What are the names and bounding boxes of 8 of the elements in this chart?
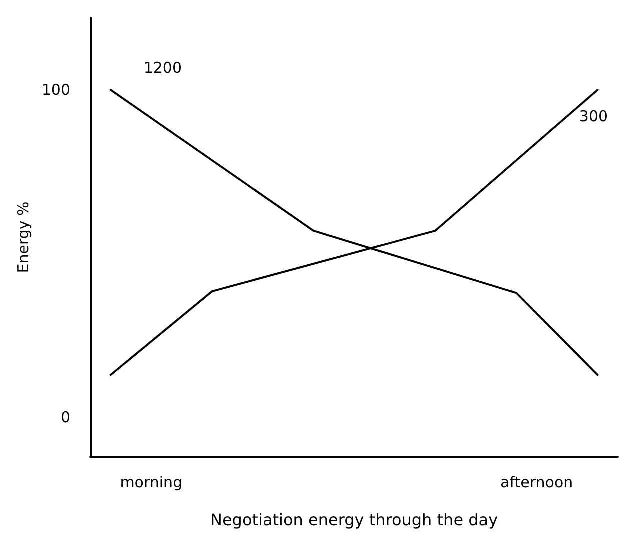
x-axis-title: Negotiation energy through the day	[210, 510, 498, 530]
series-label: 300	[579, 108, 608, 126]
y-tick-label: 100	[42, 81, 71, 100]
y-tick-label: 0	[60, 408, 71, 427]
series-label: 1200	[144, 59, 182, 78]
x-tick-label: afternoon	[500, 474, 574, 492]
x-tick-label: morning	[120, 474, 183, 492]
y-axis-title: Energy %	[14, 202, 32, 274]
